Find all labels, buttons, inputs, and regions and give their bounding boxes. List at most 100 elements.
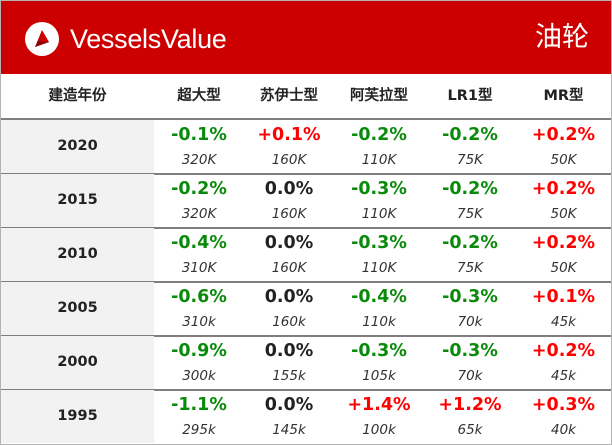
percent-change: -0.1% [171, 125, 227, 145]
column-header-vlcc: 超大型 [177, 88, 221, 104]
value-cell-lr1: -0.2% 75K [424, 120, 516, 173]
value-cell-suezmax: +0.1% 160K [244, 120, 334, 173]
vessel-value: 100k [362, 422, 396, 438]
value-cell-mr: +0.2% 50K [516, 120, 611, 173]
year-column-header: 建造年份 [48, 88, 107, 104]
percent-change: -0.2% [442, 125, 498, 145]
percent-change: -0.6% [171, 287, 227, 307]
percent-change: 0.0% [264, 233, 314, 253]
build-year-cell: 2000 [1, 336, 154, 389]
value-cell-aframax: -0.4% 110k [334, 282, 424, 335]
vessel-value: 50K [550, 152, 577, 168]
vessel-value: 50K [550, 206, 577, 222]
vessel-value: 75K [456, 260, 484, 276]
percent-change: -0.3% [351, 233, 407, 253]
percent-change: -0.9% [171, 341, 227, 361]
value-cell-lr1: -0.2% 75K [424, 174, 516, 227]
percent-change: 0.0% [264, 179, 314, 199]
value-cell-mr: +0.2% 50K [516, 228, 611, 281]
percent-change: +0.1% [531, 287, 596, 307]
brand-logo: VesselsValue [24, 21, 227, 57]
vessel-value: 160K [271, 152, 307, 168]
percent-change: -0.2% [351, 125, 407, 145]
percent-change: -0.2% [171, 179, 227, 199]
vessel-value: 110k [362, 314, 396, 330]
percent-change: 0.0% [264, 395, 314, 415]
percent-change: 0.0% [264, 341, 314, 361]
vessel-value: 40k [551, 422, 576, 438]
vessel-value: 70k [457, 368, 483, 384]
table-row: 1995 -1.1% 295k 0.0% 145k +1.4% 100k +1.2% 65k +0… [1, 390, 611, 443]
value-cell-lr1: -0.3% 70k [424, 282, 516, 335]
build-year-cell: 2005 [1, 282, 154, 335]
percent-change: -0.3% [351, 179, 407, 199]
table-row: 2020 -0.1% 320K +0.1% 160K -0.2% 110K -0.2% 75K +… [1, 120, 611, 175]
vessel-value: 75K [456, 206, 484, 222]
percent-change: +0.3% [531, 395, 596, 415]
percent-change: -0.3% [442, 341, 498, 361]
vessel-value: 45k [551, 368, 576, 384]
vessel-value: 310K [181, 260, 217, 276]
value-cell-lr1: -0.3% 70k [424, 336, 516, 389]
vessel-value: 50K [550, 260, 577, 276]
category-title: 油轮 [535, 22, 589, 53]
vessel-value: 320K [181, 206, 217, 222]
percent-change: -0.4% [351, 287, 407, 307]
value-cell-mr: +0.1% 45k [516, 282, 611, 335]
vessel-value: 70k [457, 314, 483, 330]
value-cell-aframax: -0.2% 110K [334, 120, 424, 173]
percent-change: +0.2% [531, 179, 596, 199]
vessel-value: 45k [551, 314, 576, 330]
build-year-cell: 2010 [1, 228, 154, 281]
vessel-value: 160K [271, 260, 307, 276]
vessel-value: 145k [272, 422, 306, 438]
build-year-cell: 1995 [1, 390, 154, 443]
value-cell-lr1: +1.2% 65k [424, 390, 516, 443]
percent-change: +0.1% [257, 125, 321, 145]
column-header-aframax: 阿芙拉型 [350, 88, 408, 104]
vessel-value: 160K [271, 206, 307, 222]
percent-change: -0.2% [442, 233, 498, 253]
percent-change: -0.2% [442, 179, 498, 199]
value-cell-suezmax: 0.0% 160K [244, 228, 334, 281]
percent-change: -0.3% [442, 287, 498, 307]
brand-banner: VesselsValue 油轮 [1, 1, 611, 74]
value-cell-suezmax: 0.0% 160k [244, 282, 334, 335]
build-year-cell: 2015 [1, 174, 154, 227]
percent-change: +1.4% [347, 395, 411, 415]
vessel-value: 295k [182, 422, 216, 438]
vessel-value: 155k [272, 368, 306, 384]
build-year-cell: 2020 [1, 120, 154, 173]
column-header-lr1: LR1型 [447, 88, 493, 104]
brand-name: VesselsValue [70, 23, 227, 54]
value-cell-vlcc: -0.9% 300k [154, 336, 244, 389]
value-cell-aframax: -0.3% 110K [334, 228, 424, 281]
value-cell-aframax: -0.3% 110K [334, 174, 424, 227]
vessel-value: 110K [361, 206, 397, 222]
percent-change: +0.2% [531, 125, 596, 145]
value-cell-vlcc: -0.6% 310k [154, 282, 244, 335]
vessel-value: 65k [457, 422, 483, 438]
table-row: 2015 -0.2% 320K 0.0% 160K -0.3% 110K -0.2% 75K +0… [1, 174, 611, 229]
percent-change: +1.2% [438, 395, 502, 415]
value-cell-aframax: -0.3% 105k [334, 336, 424, 389]
value-cell-vlcc: -0.1% 320K [154, 120, 244, 173]
vessel-value: 160k [272, 314, 306, 330]
vesselsvalue-logo-icon [25, 22, 59, 56]
table-header: 建造年份 超大型 苏伊士型 阿芙拉型 LR1型 MR型 [1, 74, 611, 120]
percent-change: +0.2% [531, 341, 596, 361]
value-cell-vlcc: -0.4% 310K [154, 228, 244, 281]
vessel-value: 300k [182, 368, 216, 384]
percent-change: -0.4% [171, 233, 227, 253]
value-cell-mr: +0.2% 45k [516, 336, 611, 389]
value-cell-mr: +0.2% 50K [516, 174, 611, 227]
value-cell-suezmax: 0.0% 155k [244, 336, 334, 389]
table-row: 2005 -0.6% 310k 0.0% 160k -0.4% 110k -0.3% 70k +0… [1, 282, 611, 337]
value-cell-suezmax: 0.0% 160K [244, 174, 334, 227]
column-header-suezmax: 苏伊士型 [260, 88, 318, 104]
value-cell-suezmax: 0.0% 145k [244, 390, 334, 443]
value-cell-aframax: +1.4% 100k [334, 390, 424, 443]
percent-change: -0.3% [351, 341, 407, 361]
table-row: 2010 -0.4% 310K 0.0% 160K -0.3% 110K -0.2% 75K +0… [1, 228, 611, 283]
value-cell-vlcc: -1.1% 295k [154, 390, 244, 443]
